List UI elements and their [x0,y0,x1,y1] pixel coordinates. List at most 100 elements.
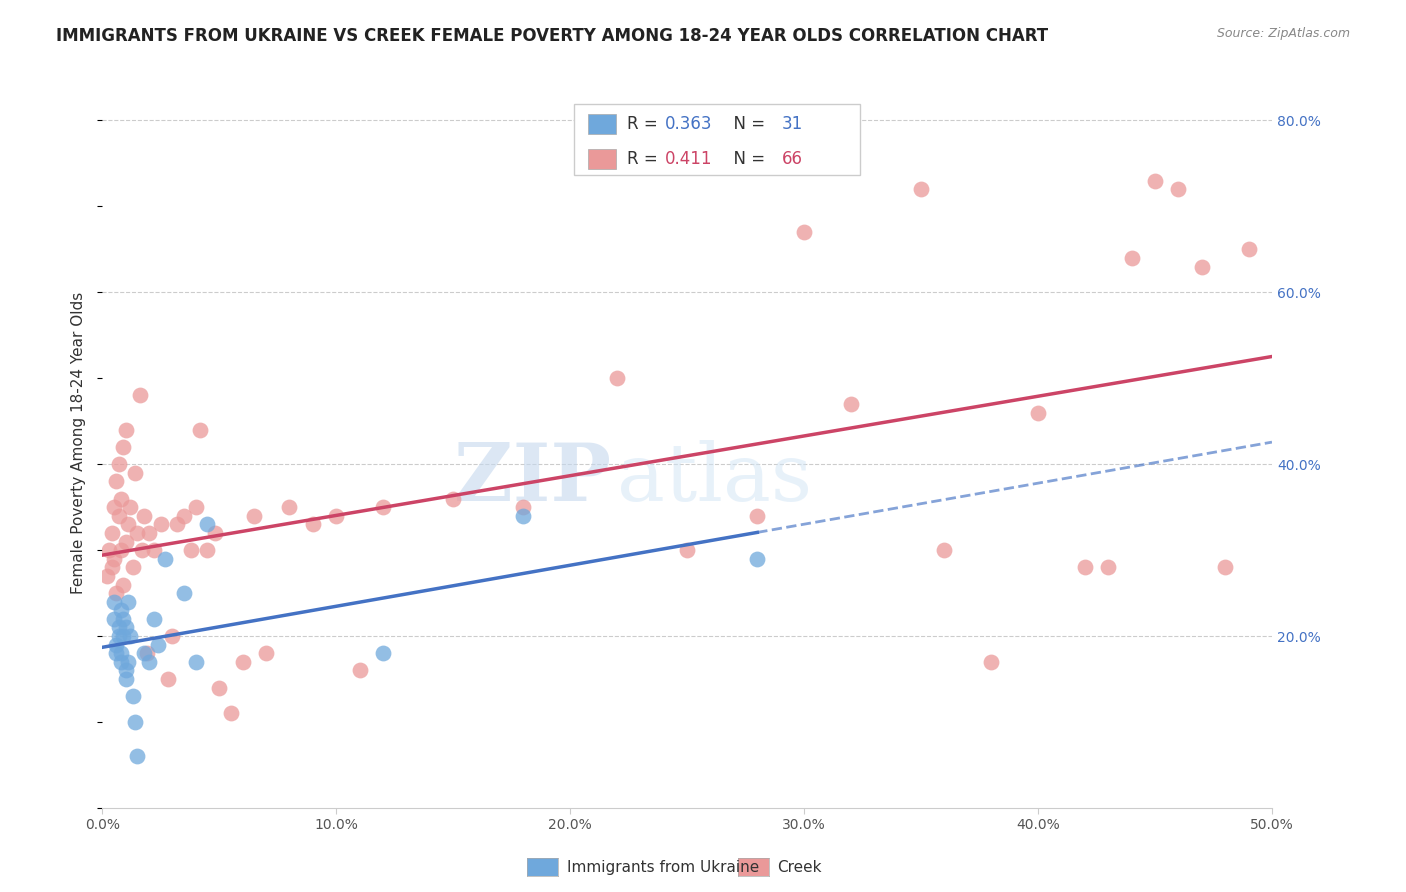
Point [219,706,242,721]
Point [120,629,142,643]
Point [325,508,347,523]
Point [173,586,195,600]
Point [103,551,125,566]
Point [204,525,226,540]
Point [180,543,202,558]
Point [105,646,128,660]
Text: N =: N = [723,115,770,133]
Point [107,508,129,523]
Point [197,517,219,532]
Point [131,543,153,558]
Point [103,500,125,515]
Point [117,517,139,532]
Point [107,457,129,471]
Point [1143,173,1166,187]
Point [371,646,394,660]
Point [155,551,177,566]
Text: Source: ZipAtlas.com: Source: ZipAtlas.com [1216,27,1350,40]
Point [512,508,534,523]
Point [254,646,277,660]
Point [747,551,769,566]
Point [105,638,128,652]
Point [110,491,132,506]
Point [112,629,135,643]
Point [114,664,136,678]
Point [1167,182,1189,196]
Text: IMMIGRANTS FROM UKRAINE VS CREEK FEMALE POVERTY AMONG 18-24 YEAR OLDS CORRELATIO: IMMIGRANTS FROM UKRAINE VS CREEK FEMALE … [56,27,1049,45]
Point [127,749,149,764]
Point [166,517,188,532]
Point [103,595,125,609]
Point [243,508,266,523]
Point [128,388,150,402]
Point [114,423,136,437]
Text: Immigrants from Ukraine: Immigrants from Ukraine [567,860,759,874]
Text: 66: 66 [782,150,803,169]
Text: atlas: atlas [617,441,813,518]
Point [135,646,157,660]
Point [676,543,699,558]
Point [232,655,254,669]
Point [142,543,165,558]
Point [107,620,129,634]
Point [100,560,122,574]
Point [138,525,160,540]
Point [127,525,149,540]
Point [96,569,118,583]
Point [184,500,207,515]
Point [124,714,146,729]
Point [121,560,143,574]
Bar [588,149,616,169]
Text: 31: 31 [782,115,803,133]
Point [114,534,136,549]
Point [606,371,628,385]
Text: Creek: Creek [778,860,823,874]
Y-axis label: Female Poverty Among 18-24 Year Olds: Female Poverty Among 18-24 Year Olds [72,292,86,594]
Point [134,508,156,523]
Point [105,475,128,489]
Text: N =: N = [723,150,770,169]
Point [839,397,862,411]
Point [1121,251,1143,265]
Point [1097,560,1119,574]
Point [105,586,128,600]
Point [1074,560,1097,574]
Point [142,612,165,626]
FancyBboxPatch shape [574,103,860,176]
Text: 0.363: 0.363 [665,115,713,133]
Point [1191,260,1213,274]
Point [124,466,146,480]
Point [1213,560,1236,574]
Text: 0.411: 0.411 [665,150,713,169]
Point [112,577,135,591]
Point [134,646,156,660]
Point [980,655,1002,669]
Point [114,620,136,634]
Point [278,500,301,515]
Point [110,543,132,558]
Point [190,423,212,437]
Point [512,500,534,515]
Point [173,508,195,523]
Point [110,603,132,617]
Point [371,500,394,515]
Text: R =: R = [627,150,669,169]
Point [1237,243,1260,257]
Text: R =: R = [627,115,664,133]
Point [107,629,129,643]
Point [114,672,136,686]
Point [110,655,132,669]
Point [121,690,143,704]
Point [747,508,769,523]
Point [197,543,219,558]
Point [301,517,323,532]
Point [149,517,172,532]
Text: ZIP: ZIP [454,441,612,518]
Point [349,664,371,678]
Point [112,612,135,626]
Point [793,225,815,239]
Point [184,655,207,669]
Point [934,543,956,558]
Point [138,655,160,669]
Point [910,182,932,196]
